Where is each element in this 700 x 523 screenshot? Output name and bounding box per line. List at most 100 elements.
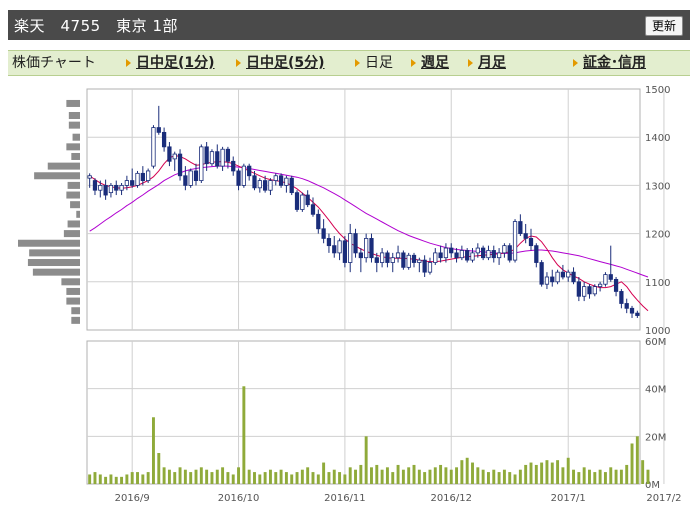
x-tick-label: 2017/1 bbox=[551, 493, 586, 504]
tab-label: 証金･信用 bbox=[583, 55, 646, 71]
candle-body bbox=[337, 240, 342, 254]
volume-profile-bar bbox=[61, 278, 80, 286]
volume-bar bbox=[524, 464, 528, 484]
refresh-button[interactable]: 更新 bbox=[644, 16, 683, 36]
volume-bar bbox=[545, 460, 549, 484]
candle-body bbox=[209, 151, 215, 165]
volume-bar bbox=[630, 443, 634, 484]
volume-profile-bar bbox=[68, 112, 80, 120]
volume-profile-bar bbox=[47, 162, 80, 170]
volume-bar bbox=[237, 467, 241, 484]
price-y-tick: 1200 bbox=[645, 230, 670, 241]
candle-body bbox=[130, 180, 135, 186]
candle-body bbox=[523, 233, 528, 239]
candle-body bbox=[188, 170, 193, 186]
volume-profile-bar bbox=[34, 172, 80, 180]
volume-bar bbox=[502, 469, 506, 484]
title-bar: 楽天 4755 東京 1部 更新 bbox=[8, 10, 690, 40]
volume-bar bbox=[247, 469, 251, 484]
candle-body bbox=[342, 240, 348, 263]
candle-body bbox=[135, 172, 140, 186]
tab-margin-credit[interactable]: 証金･信用 bbox=[573, 51, 646, 75]
volume-bar bbox=[609, 467, 613, 484]
volume-bar bbox=[486, 472, 490, 484]
volume-bar bbox=[619, 469, 623, 484]
tab-monthly[interactable]: 月足 bbox=[468, 51, 506, 75]
volume-profile-bar bbox=[67, 181, 80, 189]
candle-body bbox=[241, 165, 246, 186]
volume-bar bbox=[508, 472, 512, 484]
tab-intraday-5min[interactable]: 日中足(5分) bbox=[236, 51, 325, 75]
candle-body bbox=[597, 283, 603, 288]
candle-body bbox=[512, 221, 518, 261]
volume-bar bbox=[348, 467, 352, 484]
volume-bar bbox=[167, 469, 171, 484]
candle-body bbox=[353, 233, 358, 254]
volume-profile-bar bbox=[66, 297, 80, 305]
volume-bar bbox=[263, 472, 267, 484]
candle-body bbox=[151, 127, 156, 167]
tab-weekly[interactable]: 週足 bbox=[411, 51, 449, 75]
candle-body bbox=[427, 262, 433, 273]
candle-body bbox=[417, 259, 422, 263]
candle-body bbox=[92, 180, 98, 191]
tab-label: 日中足(1分) bbox=[136, 55, 215, 71]
candle-body bbox=[140, 172, 145, 181]
candle-body bbox=[305, 194, 310, 206]
candle-body bbox=[348, 233, 353, 263]
candle-body bbox=[566, 271, 571, 278]
candle-body bbox=[544, 276, 550, 285]
candle-body bbox=[390, 257, 395, 263]
arrow-right-icon bbox=[126, 59, 131, 67]
candle-body bbox=[215, 151, 220, 167]
candle-body bbox=[161, 131, 167, 148]
volume-bar bbox=[550, 462, 554, 484]
tab-intraday-1min[interactable]: 日中足(1分) bbox=[126, 51, 215, 75]
volume-bar bbox=[513, 474, 517, 484]
volume-bar bbox=[518, 469, 522, 484]
candle-body bbox=[193, 170, 199, 181]
candle-body bbox=[146, 170, 151, 181]
volume-bar bbox=[136, 472, 139, 484]
volume-bar bbox=[268, 469, 272, 484]
volume-bar bbox=[439, 464, 443, 484]
volume-bar bbox=[290, 474, 294, 484]
candle-body bbox=[560, 271, 566, 278]
volume-profile-bar bbox=[66, 99, 80, 107]
volume-bar bbox=[359, 464, 363, 484]
candle-body bbox=[289, 177, 294, 194]
tab-daily[interactable]: 日足 bbox=[355, 51, 393, 75]
candle-body bbox=[300, 194, 305, 210]
candle-body bbox=[108, 184, 114, 194]
volume-profile-bar bbox=[71, 316, 80, 324]
candle-body bbox=[321, 228, 326, 239]
candle-body bbox=[204, 146, 209, 165]
volume-y-tick: 60M bbox=[645, 337, 666, 348]
candle-body bbox=[459, 250, 464, 259]
volume-bar bbox=[157, 453, 161, 484]
volume-bar bbox=[205, 469, 209, 484]
volume-bar bbox=[465, 457, 469, 484]
volume-bar bbox=[396, 464, 400, 484]
candle-body bbox=[443, 247, 449, 259]
candle-body bbox=[454, 252, 459, 259]
candle-body bbox=[98, 184, 103, 191]
volume-bar bbox=[327, 472, 331, 484]
volume-bar bbox=[460, 460, 464, 484]
volume-bar bbox=[433, 467, 437, 484]
candle-body bbox=[406, 254, 411, 268]
volume-bar bbox=[114, 476, 118, 484]
volume-bar bbox=[93, 472, 97, 484]
volume-bar bbox=[189, 472, 193, 484]
volume-bar bbox=[284, 472, 288, 484]
candle-body bbox=[103, 184, 108, 196]
candle-body bbox=[183, 175, 188, 186]
price-y-tick: 1300 bbox=[645, 181, 670, 192]
candle-body bbox=[385, 252, 390, 263]
candle-body bbox=[550, 276, 555, 283]
candle-body bbox=[422, 259, 427, 273]
volume-bar bbox=[471, 462, 474, 484]
volume-bar bbox=[173, 472, 177, 484]
volume-profile-bar bbox=[29, 249, 80, 257]
